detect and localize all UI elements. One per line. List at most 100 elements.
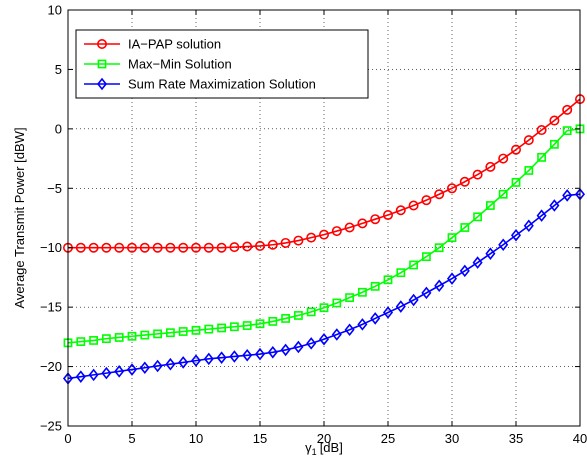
data-point	[383, 275, 393, 285]
data-point	[510, 144, 521, 155]
data-point	[75, 370, 86, 383]
x-axis-symbol: γ	[305, 440, 312, 455]
data-point	[126, 363, 138, 376]
data-point	[434, 243, 444, 253]
data-point	[203, 352, 214, 366]
data-point	[293, 311, 303, 320]
data-point	[178, 242, 189, 253]
x-tick-label: 20	[317, 431, 331, 446]
data-point	[318, 332, 330, 346]
data-point	[255, 240, 266, 251]
data-point	[267, 346, 278, 359]
data-point	[472, 169, 483, 180]
data-point	[498, 189, 508, 199]
data-point	[408, 200, 419, 211]
data-point	[524, 166, 534, 175]
data-point	[268, 317, 278, 326]
data-point	[191, 325, 201, 335]
x-tick-label: 5	[128, 431, 135, 446]
data-point	[88, 368, 99, 382]
data-point	[204, 324, 214, 334]
data-point	[562, 189, 573, 202]
data-point	[114, 242, 125, 253]
data-point	[357, 218, 368, 229]
data-point	[165, 357, 176, 371]
y-tick-label: 10	[48, 3, 62, 18]
data-point	[537, 152, 546, 162]
data-point	[395, 300, 406, 313]
series-square	[63, 124, 585, 348]
data-point	[421, 252, 431, 262]
data-point	[242, 241, 253, 252]
data-point	[523, 135, 534, 146]
data-point	[88, 242, 99, 253]
x-tick-label: 40	[573, 431, 587, 446]
data-point	[562, 104, 573, 115]
data-point	[152, 242, 163, 253]
series-diamond	[62, 187, 586, 385]
data-point	[242, 321, 252, 330]
legend-item: Sum Rate Maximization Solution	[84, 77, 316, 92]
data-point	[332, 298, 342, 308]
data-point	[242, 348, 253, 362]
data-point	[472, 256, 483, 269]
data-point	[127, 331, 137, 341]
data-point	[140, 330, 150, 340]
data-point	[75, 242, 86, 253]
legend-label: IA−PAP solution	[128, 37, 221, 52]
data-point	[357, 318, 368, 331]
series-line	[68, 98, 581, 249]
x-tick-label: 0	[64, 431, 71, 446]
data-point	[293, 340, 304, 354]
axis-labels: γ1 [dB] Average Transmit Power [dBW]	[12, 127, 343, 457]
data-point	[281, 314, 290, 323]
data-point	[408, 293, 419, 307]
data-point	[306, 307, 316, 317]
data-point	[382, 306, 394, 319]
data-point	[370, 214, 381, 225]
data-point	[549, 139, 559, 149]
legend-item: IA−PAP solution	[84, 37, 221, 52]
data-point	[230, 322, 239, 332]
x-tick-label: 35	[509, 431, 523, 446]
data-point	[114, 333, 124, 342]
data-point	[190, 354, 202, 367]
data-point	[89, 336, 98, 345]
data-point	[485, 247, 496, 260]
x-tick-label: 15	[253, 431, 267, 446]
data-point	[229, 350, 240, 363]
data-point	[395, 205, 406, 216]
data-point	[216, 351, 227, 364]
data-point	[101, 366, 112, 380]
data-point	[447, 233, 457, 243]
data-point	[139, 242, 150, 253]
data-point	[318, 229, 329, 240]
data-point	[473, 212, 482, 222]
legend-label: Max−Min Solution	[128, 57, 232, 72]
data-point	[498, 153, 509, 164]
data-point	[370, 281, 380, 291]
data-point	[562, 126, 572, 136]
data-point	[166, 328, 175, 338]
x-tick-label: 30	[445, 431, 459, 446]
data-point	[76, 337, 86, 347]
data-point	[114, 365, 125, 378]
data-point	[267, 239, 278, 250]
data-point	[216, 242, 227, 253]
data-point	[357, 287, 367, 297]
data-point	[229, 242, 240, 253]
data-point	[421, 286, 432, 300]
x-axis-unit: [dB]	[320, 440, 343, 455]
data-point	[280, 237, 291, 248]
y-tick-label: −20	[40, 359, 62, 374]
x-axis-label: γ1 [dB]	[305, 440, 343, 457]
data-point	[434, 279, 445, 293]
data-point	[549, 115, 560, 126]
data-point	[178, 356, 189, 369]
data-point	[382, 210, 393, 221]
data-point	[344, 222, 355, 233]
data-point	[536, 209, 547, 222]
data-point	[536, 125, 547, 136]
